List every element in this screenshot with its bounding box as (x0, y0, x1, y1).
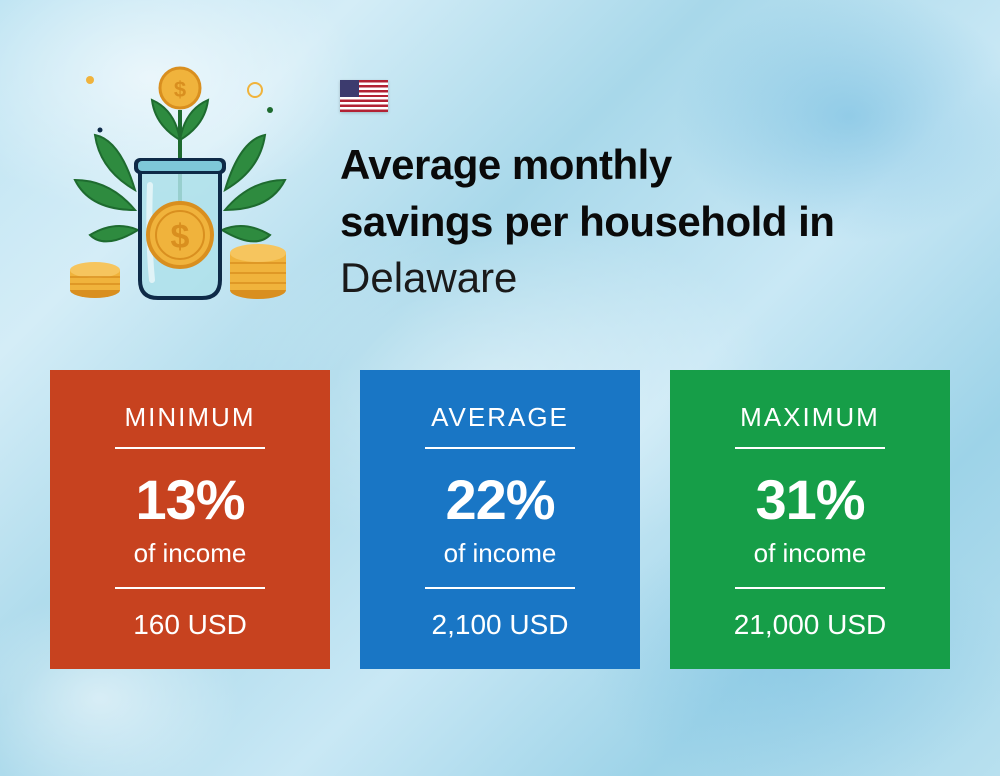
card-divider (425, 447, 575, 449)
card-label: MAXIMUM (740, 402, 880, 433)
card-divider (425, 587, 575, 589)
state-name: Delaware (340, 254, 940, 302)
header: $ $ Average monthly s (0, 0, 1000, 310)
card-amount: 2,100 USD (432, 609, 569, 641)
card-amount: 160 USD (133, 609, 247, 641)
card-sublabel: of income (754, 538, 867, 569)
card-divider (735, 587, 885, 589)
stat-cards-row: MINIMUM 13% of income 160 USD AVERAGE 22… (0, 370, 1000, 669)
card-sublabel: of income (134, 538, 247, 569)
title-line-1: Average monthly (340, 137, 940, 194)
us-flag-icon (340, 80, 388, 112)
svg-text:$: $ (174, 77, 186, 102)
card-amount: 21,000 USD (734, 609, 887, 641)
card-maximum: MAXIMUM 31% of income 21,000 USD (670, 370, 950, 669)
card-divider (115, 587, 265, 589)
title-line-2: savings per household in (340, 194, 940, 251)
card-average: AVERAGE 22% of income 2,100 USD (360, 370, 640, 669)
card-sublabel: of income (444, 538, 557, 569)
savings-jar-illustration: $ $ (60, 50, 300, 310)
card-divider (735, 447, 885, 449)
card-label: AVERAGE (431, 402, 569, 433)
card-percent: 13% (135, 467, 244, 532)
card-minimum: MINIMUM 13% of income 160 USD (50, 370, 330, 669)
svg-text:$: $ (171, 218, 190, 256)
card-percent: 31% (755, 467, 864, 532)
card-label: MINIMUM (125, 402, 256, 433)
card-percent: 22% (445, 467, 554, 532)
card-divider (115, 447, 265, 449)
title-area: Average monthly savings per household in… (340, 50, 940, 302)
